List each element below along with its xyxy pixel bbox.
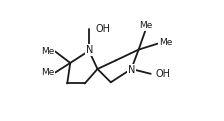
Text: Me: Me (159, 38, 172, 47)
Text: Me: Me (139, 21, 153, 30)
Text: Me: Me (41, 68, 54, 77)
Text: OH: OH (155, 69, 170, 79)
Text: N: N (86, 45, 93, 55)
Text: N: N (128, 65, 136, 75)
Text: OH: OH (95, 24, 110, 34)
Text: Me: Me (41, 47, 54, 56)
